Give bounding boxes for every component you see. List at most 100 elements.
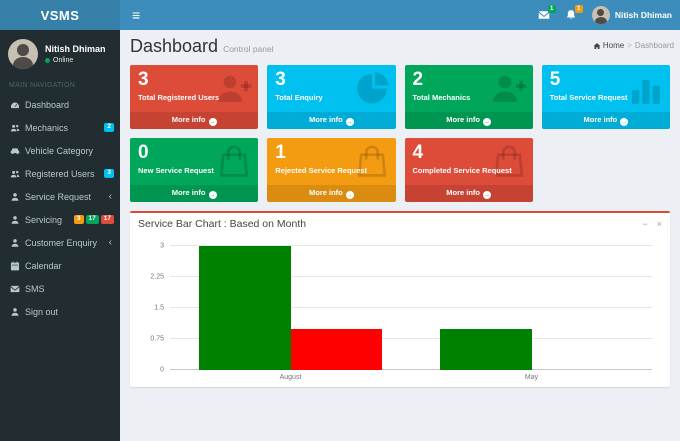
- sidebar-item-label: Service Request: [25, 191, 92, 202]
- breadcrumb-home-link[interactable]: Home: [593, 41, 624, 50]
- more-info-link[interactable]: More info →: [267, 184, 396, 202]
- sidebar-item-label: Servicing: [25, 214, 63, 225]
- gridline: [170, 276, 652, 277]
- category-slot-may: [411, 246, 652, 370]
- arrow-circle-right-icon: →: [620, 117, 629, 126]
- more-info-link[interactable]: More info →: [130, 184, 259, 202]
- bar-august-green-series: [198, 246, 291, 370]
- online-status-icon: [45, 58, 50, 63]
- info-box-total-registered-users: 3 Total Registered Users More info →: [130, 65, 259, 129]
- sidebar-item-mechanics[interactable]: Mechanics 2: [0, 116, 120, 139]
- sidebar-item-customer-enquiry[interactable]: Customer Enquiry ‹: [0, 231, 120, 254]
- arrow-circle-right-icon: →: [208, 190, 217, 199]
- user-menu[interactable]: Nitish Dhiman: [591, 6, 674, 24]
- bar-may-green-series: [439, 328, 532, 370]
- sidebar-item-service-request[interactable]: Service Request ‹: [0, 185, 120, 208]
- top-navbar: VSMS ≡ 1 1 Nitish Dhiman: [0, 0, 680, 30]
- car-icon: [9, 146, 20, 156]
- arrow-circle-right-icon: →: [483, 117, 491, 126]
- badge: 3: [104, 168, 114, 179]
- chart-box-title: Service Bar Chart : Based on Month: [138, 218, 307, 230]
- user-status[interactable]: Online: [45, 57, 106, 64]
- shopping-bag-icon: [491, 143, 527, 184]
- chart-box-tools: − ×: [642, 218, 662, 229]
- info-box-total-mechanics: 2 Total Mechanics More info →: [404, 65, 533, 129]
- info-box-value: 2: [412, 69, 424, 90]
- sidebar-item-label: SMS: [25, 283, 45, 294]
- arrow-circle-right-icon: →: [483, 190, 491, 199]
- bar-chart-icon: [628, 70, 664, 111]
- collapse-button[interactable]: −: [642, 218, 648, 229]
- info-box-value: 0: [138, 142, 149, 163]
- info-box-label: Total Service Request: [549, 92, 628, 102]
- user-icon: [9, 215, 20, 225]
- chart-box-body: 0 0.75 1.5 2.25 3 August May: [130, 234, 670, 387]
- chevron-left-icon: ‹: [108, 237, 112, 248]
- brand-logo[interactable]: VSMS: [0, 0, 120, 30]
- sidebar-item-vehicle-category[interactable]: Vehicle Category: [0, 139, 120, 162]
- notifications-badge: 1: [574, 5, 583, 13]
- gridline: [170, 369, 652, 370]
- sidebar-item-label: Calendar: [25, 260, 62, 271]
- badge: 17: [100, 214, 114, 225]
- more-info-link[interactable]: More info →: [267, 111, 396, 129]
- shopping-bag-icon: [354, 143, 390, 184]
- user-status-label: Online: [53, 57, 74, 64]
- users-icon: [9, 123, 20, 133]
- sidebar-item-label: Sign out: [25, 306, 59, 317]
- info-box-completed-service-request: 4 Completed Service Request More info →: [404, 138, 533, 202]
- info-box-label: Total Enquiry: [275, 92, 323, 102]
- navbar-right-menu: 1 1 Nitish Dhiman: [538, 5, 680, 24]
- bar-august-red-series: [290, 328, 383, 370]
- y-axis-tick: 2.25: [150, 273, 164, 281]
- navbar-body: ≡ 1 1 Nitish Dhiman: [120, 0, 680, 30]
- info-boxes-row-1: 3 Total Registered Users More info → 3 Total …: [120, 65, 680, 129]
- shopping-bag-icon: [216, 143, 252, 184]
- sidebar-item-dashboard[interactable]: Dashboard: [0, 93, 120, 116]
- arrow-circle-right-icon: →: [345, 117, 354, 126]
- badge: 3: [73, 214, 84, 225]
- content-header: Dashboard Control panel Home > Dashboard: [120, 30, 680, 65]
- info-box-value: 4: [412, 142, 424, 163]
- arrow-circle-right-icon: →: [345, 190, 354, 199]
- sidebar-item-registered-users[interactable]: Registered Users 3: [0, 162, 120, 185]
- messages-menu[interactable]: 1: [538, 5, 556, 21]
- calendar-icon: [9, 261, 20, 271]
- more-info-link[interactable]: More info →: [404, 184, 533, 202]
- home-icon: [593, 42, 601, 49]
- messages-badge: 1: [547, 5, 556, 13]
- x-axis-label: May: [524, 374, 539, 381]
- sidebar-item-calendar[interactable]: Calendar: [0, 254, 120, 277]
- user-icon: [9, 307, 20, 317]
- badge: 2: [104, 122, 114, 133]
- badge: 17: [85, 214, 99, 225]
- breadcrumb-separator: >: [627, 41, 632, 50]
- sidebar-toggle-button[interactable]: ≡: [132, 7, 141, 23]
- sidebar-item-label: Dashboard: [25, 99, 70, 110]
- info-box-label: Rejected Service Request: [275, 165, 367, 175]
- info-box-value: 3: [138, 69, 149, 90]
- sidebar-item-label: Vehicle Category: [25, 145, 94, 156]
- bell-icon: [566, 10, 576, 20]
- envelope-icon: [9, 284, 20, 294]
- info-box-value: 1: [275, 142, 286, 163]
- sidebar-menu: Dashboard Mechanics 2 Vehicle Category Regis…: [0, 93, 120, 323]
- arrow-circle-right-icon: →: [208, 117, 217, 126]
- sidebar-item-servicing[interactable]: Servicing 3 17 17: [0, 208, 120, 231]
- main-content: Dashboard Control panel Home > Dashboard …: [120, 30, 680, 441]
- breadcrumb: Home > Dashboard: [593, 41, 674, 50]
- more-info-link[interactable]: More info →: [130, 111, 259, 129]
- sidebar-item-sign-out[interactable]: Sign out: [0, 300, 120, 323]
- close-button[interactable]: ×: [656, 218, 662, 229]
- info-box-label: Total Mechanics: [412, 92, 471, 102]
- info-box-rejected-service-request: 1 Rejected Service Request More info →: [267, 138, 396, 202]
- notifications-menu[interactable]: 1: [565, 5, 583, 21]
- y-axis-tick: 3: [160, 242, 164, 250]
- more-info-link[interactable]: More info →: [541, 111, 670, 129]
- info-box-value: 5: [549, 69, 561, 90]
- more-info-link[interactable]: More info →: [404, 111, 533, 129]
- sidebar-user-name: Nitish Dhiman: [45, 44, 106, 54]
- sidebar-item-sms[interactable]: SMS: [0, 277, 120, 300]
- category-slot-august: [170, 246, 411, 370]
- info-box-value: 3: [275, 69, 286, 90]
